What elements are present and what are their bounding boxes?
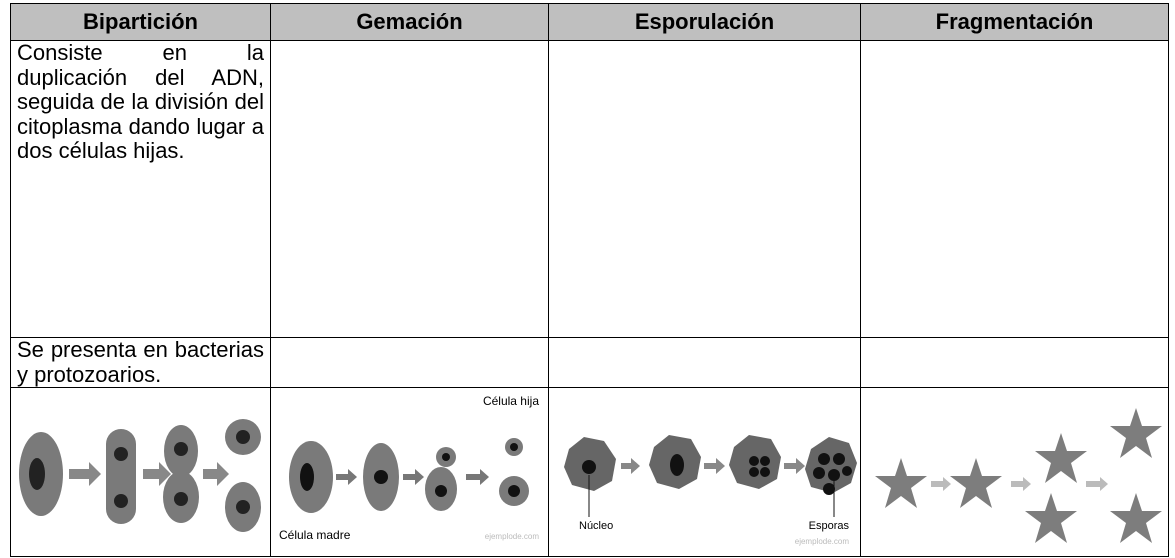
cell: [860, 337, 1169, 388]
cell: [548, 40, 861, 338]
header-row: Bipartición Gemación Esporulación Fragme…: [10, 3, 1169, 41]
image-label: Célula hija: [483, 394, 539, 408]
header-cell: Fragmentación: [860, 3, 1169, 41]
row: Se presenta en bacterias y protozoarios.: [10, 337, 1169, 388]
reproduction-table: Bipartición Gemación Esporulación Fragme…: [10, 3, 1169, 557]
cell: [270, 40, 549, 338]
cell: [860, 40, 1169, 338]
header-cell: Bipartición: [10, 3, 271, 41]
image-cell: [860, 387, 1169, 557]
row: Consiste en la duplicación del ADN, segu…: [10, 40, 1169, 338]
image-label: Núcleo: [579, 520, 613, 532]
budding-illustration: Célula hija Célula madre ejemplode.com: [279, 394, 540, 542]
cell: Se presenta en bacterias y protozoarios.: [10, 337, 271, 388]
image-cell: [10, 387, 271, 557]
cell: [548, 337, 861, 388]
image-row: Célula hija Célula madre ejemplode.com N…: [10, 387, 1169, 557]
sporulation-illustration: Núcleo Esporas ejemplode.com: [564, 435, 857, 546]
header-cell: Gemación: [270, 3, 549, 41]
image-cell: Célula hija Célula madre ejemplode.com: [270, 387, 549, 557]
image-label: Esporas: [809, 520, 850, 532]
bipartition-illustration: [19, 419, 261, 532]
header-cell: Esporulación: [548, 3, 861, 41]
cell: [270, 337, 549, 388]
watermark: ejemplode.com: [485, 532, 540, 541]
watermark: ejemplode.com: [795, 537, 850, 546]
image-label: Célula madre: [279, 528, 351, 542]
image-cell: Núcleo Esporas ejemplode.com: [548, 387, 861, 557]
cell: Consiste en la duplicación del ADN, segu…: [10, 40, 271, 338]
fragmentation-illustration: [875, 408, 1162, 543]
